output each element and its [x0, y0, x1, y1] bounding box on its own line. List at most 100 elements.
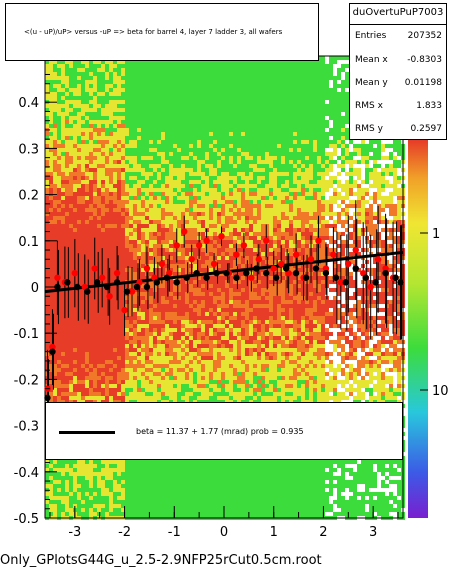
x-tick-label: -1	[168, 525, 181, 540]
y-tick-label: -0.5	[14, 512, 39, 527]
y-tick-label: -0.2	[14, 373, 39, 388]
stats-separator	[350, 24, 446, 25]
stat-row-rms-y: RMS y 0.2597	[355, 124, 442, 138]
stats-box: duOvertuPuP7003 Entries 207352 Mean x -0…	[349, 3, 447, 140]
y-tick-label: 0.1	[18, 235, 39, 250]
title-box: <(u - uP)/uP> versus -uP => beta for bar…	[5, 3, 319, 61]
data-point	[253, 265, 260, 272]
data-point	[113, 269, 121, 277]
data-point	[143, 265, 151, 272]
data-point	[203, 237, 210, 244]
data-point	[342, 279, 350, 286]
stat-key: Mean x	[355, 55, 388, 65]
data-point	[188, 256, 195, 263]
stat-row-mean-x: Mean x -0.8303	[355, 55, 442, 69]
data-point	[193, 269, 200, 277]
data-point	[270, 265, 277, 272]
data-point	[315, 237, 322, 244]
data-point	[163, 274, 171, 281]
data-point	[282, 265, 290, 272]
x-tick-label: 3	[369, 525, 377, 540]
stat-value: 0.01198	[404, 78, 442, 88]
data-point	[121, 306, 128, 314]
x-tick-label: -2	[118, 525, 131, 540]
stat-value: 0.2597	[410, 124, 443, 134]
data-point	[71, 269, 79, 277]
data-point	[233, 251, 240, 258]
stat-key: RMS y	[355, 124, 383, 134]
y-tick-label: 0.4	[18, 96, 39, 111]
data-point	[123, 288, 131, 295]
data-point	[54, 274, 61, 281]
data-point	[307, 256, 315, 263]
stat-value: 1.833	[416, 101, 442, 111]
data-point	[292, 251, 300, 258]
data-point	[49, 343, 56, 351]
x-tick-label: 2	[319, 525, 327, 540]
data-point	[352, 246, 359, 254]
data-point	[113, 279, 121, 286]
data-point	[392, 274, 399, 281]
stat-row-rms-x: RMS x 1.833	[355, 101, 442, 115]
data-point	[273, 274, 280, 281]
data-point	[173, 279, 180, 286]
data-point	[240, 242, 248, 249]
y-tick-label: -0.4	[14, 466, 39, 481]
data-point	[367, 283, 374, 291]
data-point	[54, 283, 61, 291]
z-tick-label: 10	[432, 384, 449, 399]
stat-value: 207352	[407, 31, 442, 41]
data-point	[74, 283, 81, 291]
data-point	[195, 242, 203, 249]
y-tick-label: 0.2	[18, 189, 39, 204]
data-point	[345, 260, 352, 268]
data-point	[397, 279, 404, 286]
stat-key: RMS x	[355, 101, 383, 111]
data-point	[128, 288, 136, 295]
axes: -3 -2 -1 0 1 2 3 -0.5 -0.4 -0.3 -0.2 -0.1 0 0.1 0.2 0.3…	[14, 73, 399, 540]
data-point	[173, 242, 180, 249]
stat-row-mean-y: Mean y 0.01198	[355, 78, 442, 92]
data-point	[91, 265, 98, 272]
data-point	[181, 228, 188, 235]
data-point	[49, 348, 56, 355]
data-point	[332, 274, 340, 281]
x-tick-label: 0	[220, 525, 228, 540]
data-point	[248, 274, 255, 281]
data-point	[243, 269, 250, 277]
fit-legend-text: beta = 11.37 + 1.77 (mrad) prob = 0.935	[136, 427, 304, 436]
color-scale-axis: 1 10	[420, 227, 449, 399]
color-scale-bar	[408, 140, 428, 518]
data-point	[98, 274, 106, 281]
stat-row-entries: Entries 207352	[355, 31, 442, 45]
data-point	[255, 256, 263, 263]
data-point	[203, 274, 210, 281]
fit-legend-line	[59, 431, 115, 434]
data-point	[103, 283, 111, 291]
data-point	[352, 265, 359, 272]
y-tick-label: 0	[31, 281, 39, 296]
data-point	[183, 274, 190, 281]
data-point	[277, 260, 285, 268]
data-point	[106, 293, 113, 300]
data-point	[362, 274, 369, 281]
fit-legend-box: beta = 11.37 + 1.77 (mrad) prob = 0.935	[45, 402, 403, 460]
x-tick-label: 1	[270, 525, 278, 540]
data-point	[322, 269, 330, 277]
data-point	[143, 283, 151, 291]
data-point	[322, 265, 330, 272]
y-tick-label: -0.3	[14, 420, 39, 435]
data-point	[213, 269, 220, 277]
data-point	[210, 260, 218, 268]
data-point	[337, 279, 345, 286]
z-tick-label: 1	[432, 227, 440, 242]
data-point	[64, 279, 71, 286]
file-name-label: Only_GPlotsG44G_u_2.5-2.9NFP25rCut0.5cm.…	[0, 553, 322, 568]
data-point	[223, 269, 230, 277]
data-point	[158, 260, 166, 268]
stats-name: duOvertuPuP7003	[352, 7, 444, 18]
data-point	[382, 269, 389, 277]
x-tick-label: -3	[68, 525, 81, 540]
data-point	[263, 237, 270, 244]
data-point	[302, 274, 310, 281]
